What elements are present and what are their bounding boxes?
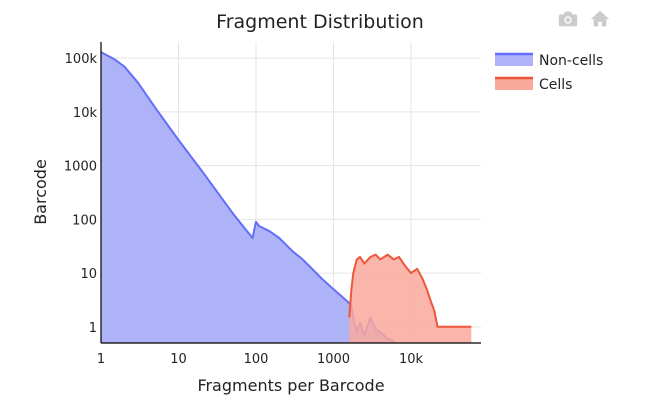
- tick-labels: 1 10 100 1000 10k 1 10 100 1000 10k 100k: [64, 52, 424, 367]
- x-tick-label: 1000: [317, 352, 350, 367]
- y-axis-title: Barcode: [31, 159, 50, 225]
- y-tick-label: 10k: [73, 106, 98, 121]
- y-tick-label: 10: [80, 267, 97, 282]
- series-area-0: [101, 52, 394, 343]
- legend-label: Cells: [539, 77, 572, 93]
- x-tick-label: 1: [97, 352, 105, 367]
- legend-label: Non-cells: [539, 53, 603, 69]
- modebar: [557, 8, 611, 30]
- axes: [100, 42, 481, 344]
- y-tick-label: 1000: [64, 160, 97, 175]
- legend: Non-cells Cells: [495, 52, 603, 93]
- series-area-1: [349, 254, 472, 343]
- x-tick-label: 100: [244, 352, 269, 367]
- y-tick-label: 100: [72, 213, 97, 228]
- x-tick-label: 10k: [399, 352, 424, 367]
- y-tick-label: 100k: [65, 52, 98, 67]
- home-icon[interactable]: [589, 8, 611, 30]
- chart-title: Fragment Distribution: [216, 11, 424, 33]
- x-axis-title: Fragments per Barcode: [197, 376, 384, 395]
- legend-swatch: [495, 54, 533, 66]
- y-tick-label: 1: [89, 321, 97, 336]
- series-layer: [100, 51, 472, 343]
- x-tick-label: 10: [170, 352, 187, 367]
- legend-swatch: [495, 78, 533, 90]
- camera-icon[interactable]: [557, 8, 579, 30]
- series-line-1: [348, 253, 472, 328]
